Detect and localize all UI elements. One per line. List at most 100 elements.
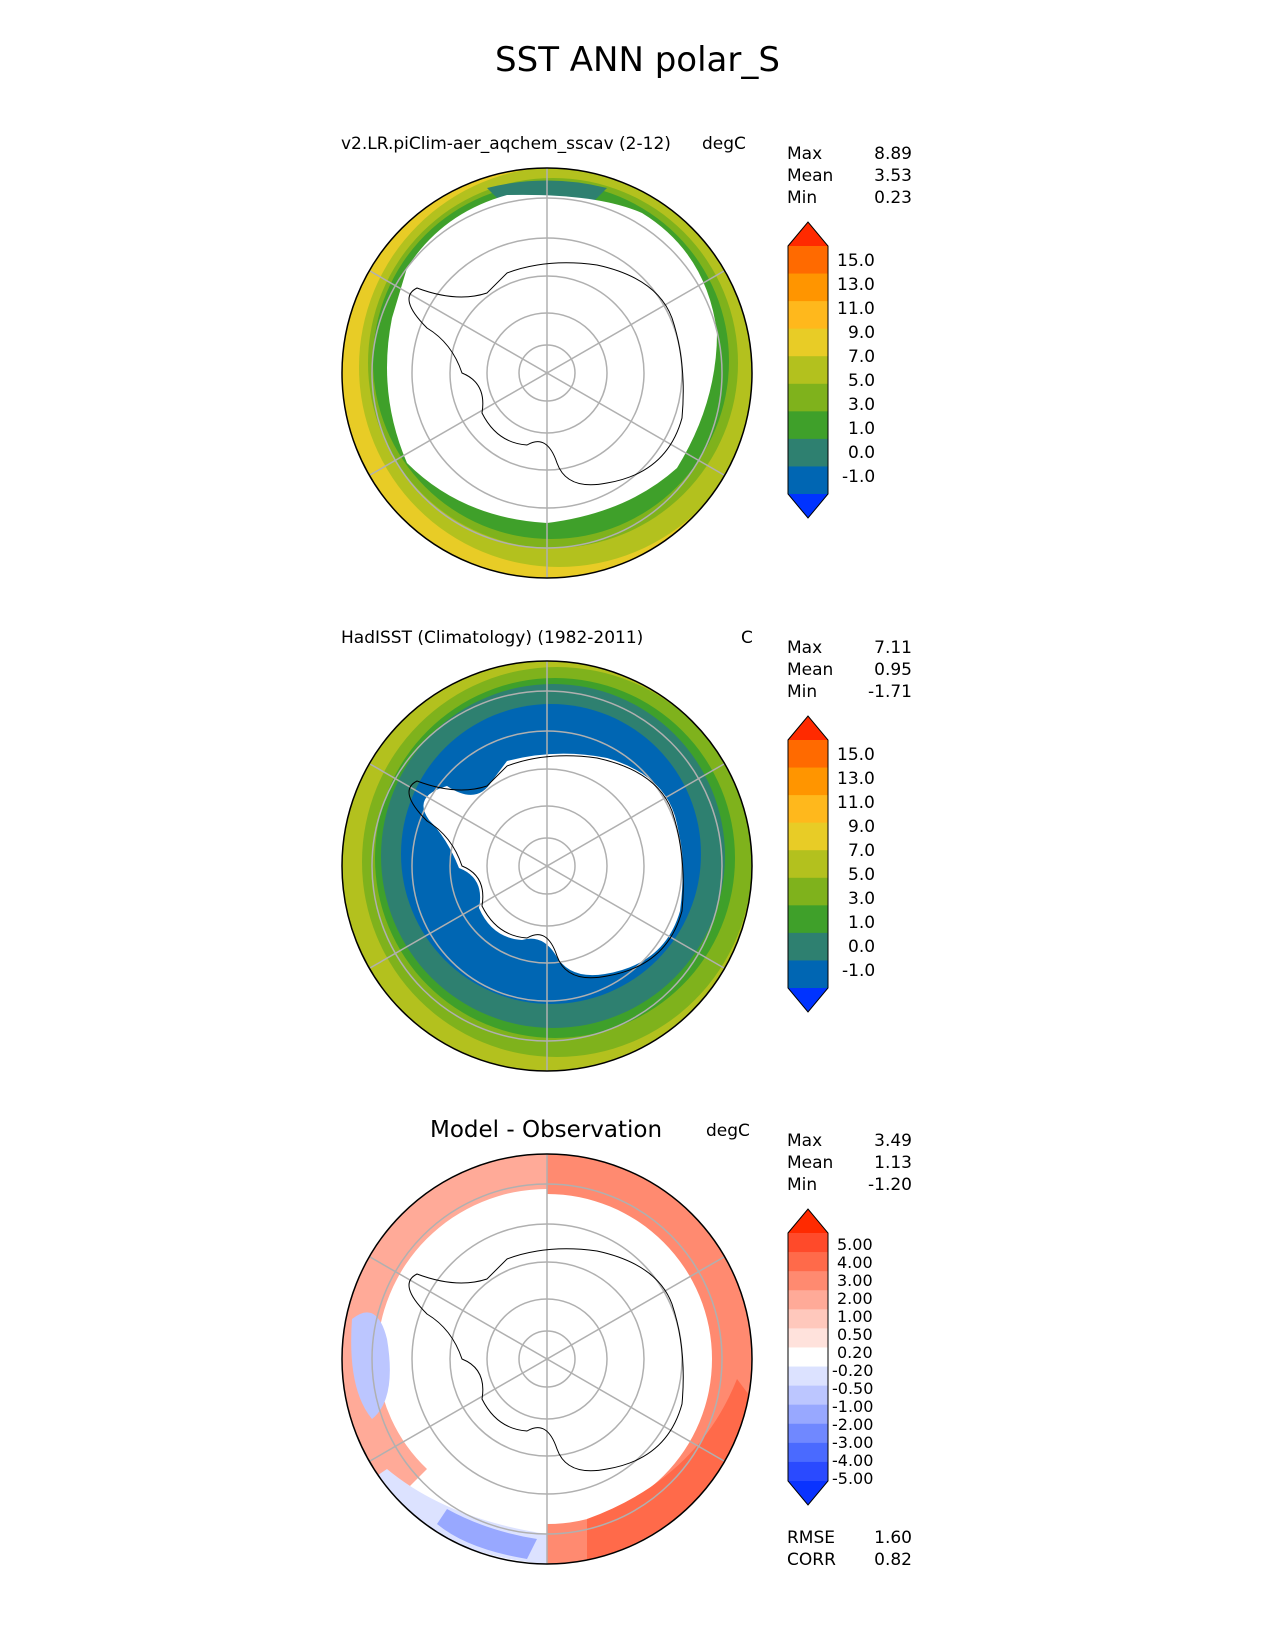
colorbar-label: 13.0 (837, 769, 875, 789)
colorbar-label: -1.0 (842, 961, 876, 981)
colorbar-swatch (788, 1366, 828, 1387)
colorbar-swatch (788, 1347, 828, 1368)
colorbar-label: 1.0 (848, 419, 876, 439)
colorbar-label: 7.0 (848, 347, 876, 367)
panel-1-mean-label: Mean (787, 166, 834, 186)
panel-3-map (341, 1153, 753, 1565)
colorbar-swatch (788, 716, 828, 740)
colorbar-label: 15.0 (837, 251, 875, 271)
colorbar-swatch (788, 273, 828, 302)
corr-value: 0.82 (874, 1550, 912, 1570)
colorbar-swatch (788, 328, 828, 357)
panel-3-units: degC (706, 1121, 750, 1141)
colorbar-swatch (788, 494, 828, 518)
colorbar-label: 11.0 (837, 299, 875, 319)
panel-2-units: C (741, 628, 753, 648)
colorbar-swatch (788, 411, 828, 440)
colorbar-label: -0.20 (832, 1361, 874, 1380)
colorbar-outline (787, 1208, 829, 1506)
colorbar-label: 1.00 (837, 1307, 873, 1326)
colorbar-label: 5.0 (848, 865, 876, 885)
panel-2-max-value: 7.11 (874, 638, 912, 658)
colorbar-label: 9.0 (848, 817, 876, 837)
colorbar-label: 7.0 (848, 841, 876, 861)
panel-1-max-label: Max (787, 144, 823, 164)
panel-3-max-label: Max (787, 1131, 823, 1151)
figure-title: SST ANN polar_S (495, 40, 780, 80)
colorbar-swatch (788, 850, 828, 879)
panel-3-title: Model - Observation (430, 1117, 663, 1143)
colorbar-swatch (788, 767, 828, 796)
colorbar-label: -1.00 (832, 1397, 874, 1416)
colorbar-swatch (788, 1404, 828, 1425)
colorbar-label: 11.0 (837, 793, 875, 813)
colorbar-swatch (788, 246, 828, 275)
colorbar-label: 0.0 (848, 937, 876, 957)
panel-2-mean-value: 0.95 (874, 660, 912, 680)
colorbar-label: 0.0 (848, 443, 876, 463)
colorbar-swatch (788, 1423, 828, 1444)
colorbar-label: 2.00 (837, 1289, 873, 1308)
colorbar-swatch (788, 1233, 828, 1253)
panel-2-map (341, 660, 753, 1072)
colorbar-outline (787, 715, 829, 1013)
panel-1-title: v2.LR.piClim-aer_aqchem_sscav (2-12) (341, 134, 671, 154)
colorbar-swatch (788, 1461, 828, 1482)
colorbar-swatch (788, 1481, 828, 1505)
colorbar-swatch (788, 301, 828, 330)
panel-2-max-label: Max (787, 638, 823, 658)
colorbar-swatch (788, 466, 828, 495)
colorbar-label: 13.0 (837, 275, 875, 295)
panel-3-mean-value: 1.13 (874, 1153, 912, 1173)
colorbar-label: 9.0 (848, 323, 876, 343)
colorbar-label: -3.00 (832, 1433, 874, 1452)
colorbar-label: 0.20 (837, 1343, 873, 1362)
panel-1-mean-value: 3.53 (874, 166, 912, 186)
colorbar-label: -1.0 (842, 467, 876, 487)
colorbar-swatch (788, 1385, 828, 1406)
colorbar-swatch (788, 438, 828, 467)
panel-1-max-value: 8.89 (874, 144, 912, 164)
colorbar-swatch (788, 222, 828, 246)
colorbar-label: 3.0 (848, 395, 876, 415)
panel-2-title: HadISST (Climatology) (1982-2011) (341, 628, 644, 648)
colorbar-label: 5.00 (837, 1235, 873, 1254)
colorbar-swatch (788, 905, 828, 934)
colorbar-swatch (788, 960, 828, 989)
rmse-value: 1.60 (874, 1528, 912, 1548)
panel-2-mean-label: Mean (787, 660, 834, 680)
colorbar-swatch (788, 1309, 828, 1329)
colorbar-swatch (788, 356, 828, 385)
colorbar-swatch (788, 795, 828, 824)
panel-3-mean-label: Mean (787, 1153, 834, 1173)
colorbar-swatch (788, 1290, 828, 1310)
colorbar-outline (787, 221, 829, 519)
colorbar-swatch (788, 1252, 828, 1272)
colorbar-label: -4.00 (832, 1451, 874, 1470)
panel-1-min-value: 0.23 (874, 188, 912, 208)
colorbar-swatch (788, 988, 828, 1012)
colorbar-swatch (788, 1328, 828, 1348)
colorbar-swatch (788, 877, 828, 906)
panel-2-min-label: Min (787, 682, 818, 702)
colorbar-swatch (788, 1442, 828, 1463)
colorbar-label: -2.00 (832, 1415, 874, 1434)
colorbar-swatch (788, 383, 828, 412)
panel-1-map (341, 167, 753, 579)
colorbar-label: -5.00 (832, 1469, 874, 1488)
panel-2-min-value: -1.71 (868, 682, 912, 702)
colorbar-label: 3.00 (837, 1271, 873, 1290)
panel-3-min-value: -1.20 (868, 1175, 912, 1195)
colorbar-label: -0.50 (832, 1379, 874, 1398)
colorbar-label: 1.0 (848, 913, 876, 933)
panel-3-max-value: 3.49 (874, 1131, 912, 1151)
colorbar-swatch (788, 740, 828, 769)
colorbar-swatch (788, 932, 828, 961)
colorbar-label: 3.0 (848, 889, 876, 909)
colorbar-label: 5.0 (848, 371, 876, 391)
corr-label: CORR (787, 1550, 836, 1570)
colorbar-swatch (788, 1209, 828, 1233)
panel-3-min-label: Min (787, 1175, 818, 1195)
colorbar-label: 4.00 (837, 1253, 873, 1272)
rmse-label: RMSE (787, 1528, 836, 1548)
